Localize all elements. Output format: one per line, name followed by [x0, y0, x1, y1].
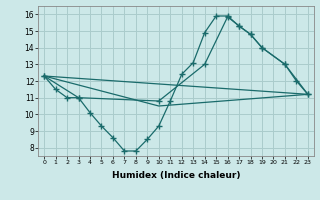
X-axis label: Humidex (Indice chaleur): Humidex (Indice chaleur)	[112, 171, 240, 180]
